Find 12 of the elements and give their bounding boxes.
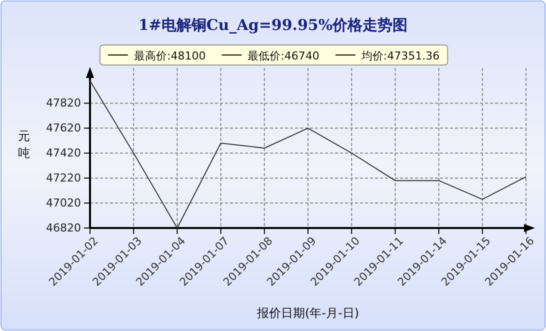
y-tick-label: 47020 xyxy=(46,196,81,210)
text: 均价:47351.36 xyxy=(360,50,440,62)
y-tick-label: 47820 xyxy=(46,96,81,110)
x-axis-title: 报价日期(年-月-日) xyxy=(256,306,360,320)
y-tick-label: 47220 xyxy=(46,172,81,185)
y-tick-label: 47620 xyxy=(46,122,81,135)
text: 最低价:46740 xyxy=(248,50,320,62)
chart-title: 1#电解铜Cu_Ag=99.95%价格走势图 xyxy=(138,16,408,34)
y-tick-label: 47420 xyxy=(46,146,81,160)
y-axis-title: 元吨 xyxy=(18,129,30,160)
text: 最高价:48100 xyxy=(134,50,206,62)
y-tick-label: 46820 xyxy=(46,222,81,235)
